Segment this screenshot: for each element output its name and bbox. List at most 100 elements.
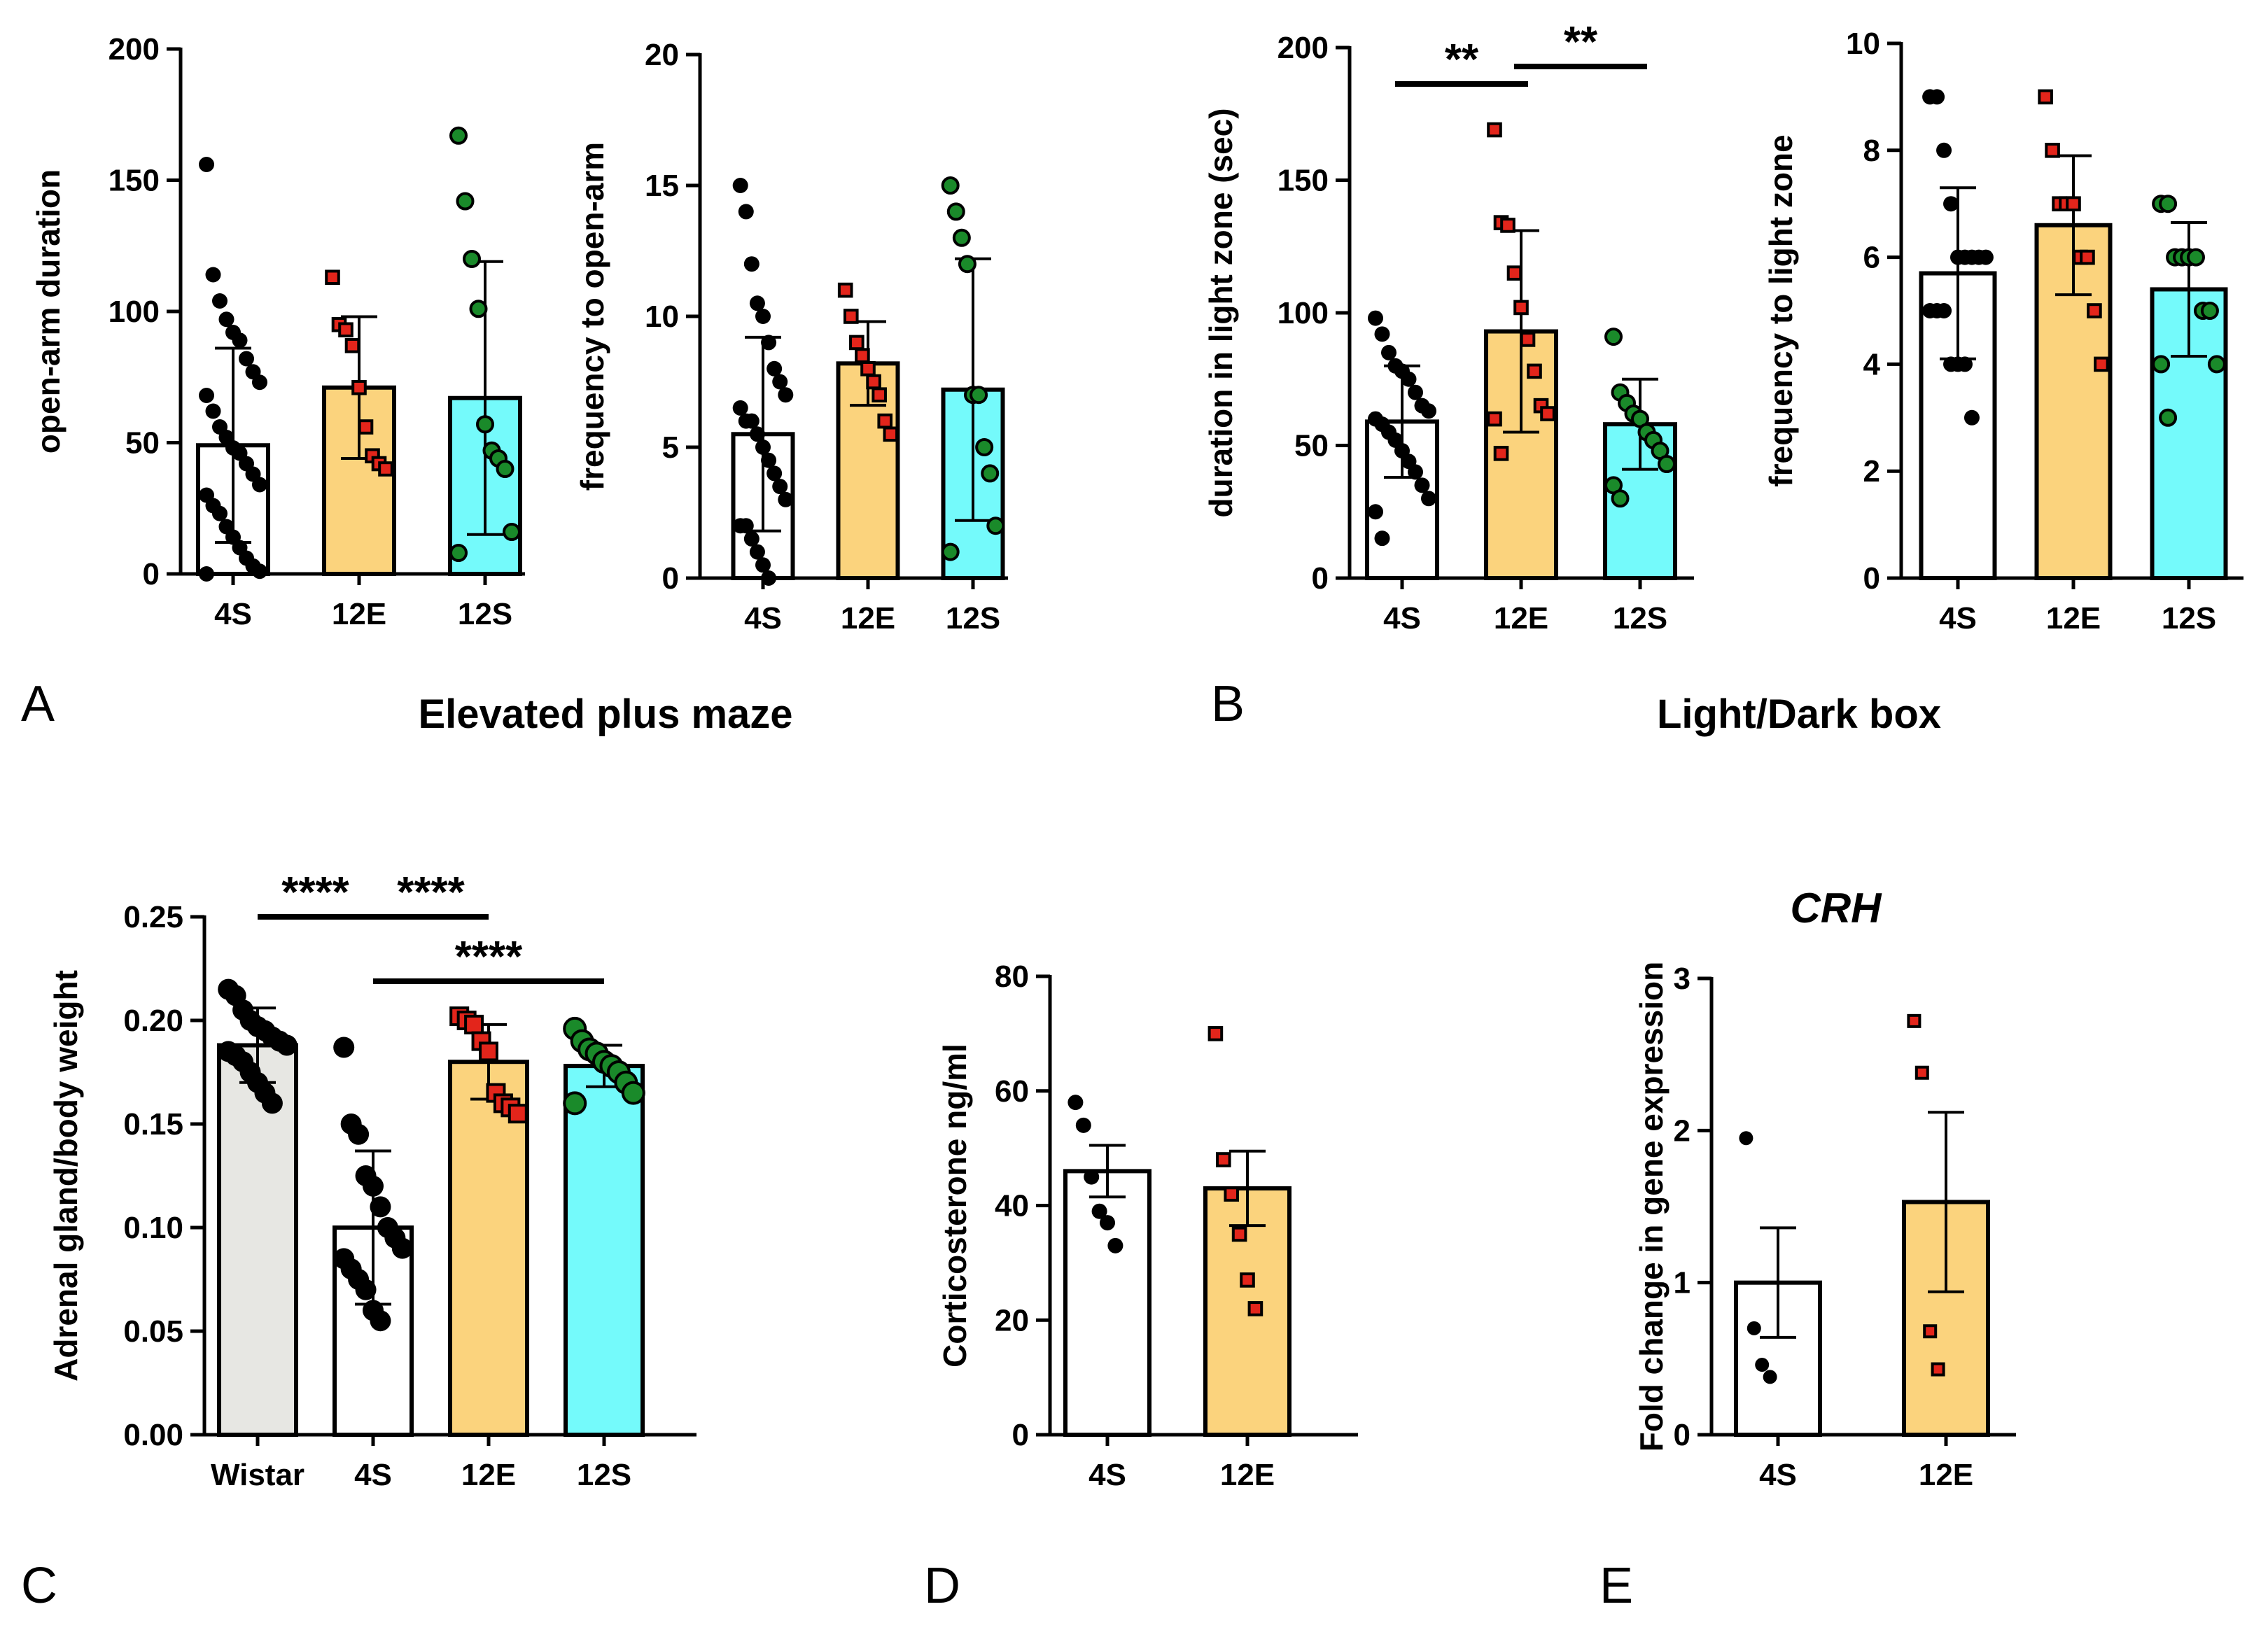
data-point [358, 419, 374, 435]
y-tick-label: 4 [1863, 347, 1881, 381]
y-axis-title: open-arm duration [30, 169, 66, 454]
y-tick-label: 0.25 [123, 900, 183, 934]
data-point [205, 403, 221, 419]
y-axis-title: frequency to open-arm [574, 142, 610, 491]
y-tick-label: 0 [1012, 1418, 1029, 1452]
x-tick-label: 4S [1939, 601, 1977, 635]
data-point [1963, 409, 1980, 426]
significance-label: **** [281, 869, 349, 917]
y-tick-label: 50 [1294, 429, 1329, 463]
data-point [252, 563, 267, 579]
data-point [2159, 195, 2178, 213]
y-tick-label: 0 [1312, 561, 1329, 596]
data-point [761, 570, 777, 586]
y-tick-label: 80 [995, 960, 1029, 994]
chart-c: 0.00 0.05 0.10 0.15 0.20 0.25 Adrenal gland/bo… [21, 869, 696, 1614]
y-axis-title: Adrenal gland/body weight [48, 970, 84, 1382]
data-point [941, 176, 960, 195]
data-point [1611, 489, 1630, 508]
data-point [946, 202, 965, 221]
data-point [860, 361, 876, 377]
y-tick-label: 6 [1863, 241, 1880, 275]
bar-wistar [217, 1043, 298, 1437]
chart-b1: 0 50 100 150 200 duration in light zone (sec)… [1203, 18, 1694, 732]
data-point [732, 178, 748, 193]
y-tick-label: 0.00 [123, 1418, 183, 1452]
data-point [1247, 1301, 1264, 1316]
y-tick-label: 0 [1863, 561, 1880, 596]
data-point [778, 387, 794, 403]
data-point [1240, 1272, 1255, 1288]
data-point [199, 566, 214, 582]
data-point [1658, 455, 1676, 474]
data-point [986, 517, 1005, 535]
chart-b2: 0 2 4 6 8 10 frequency to light zone 4S 12E 12S [1763, 27, 2244, 635]
data-point [239, 351, 254, 367]
y-axis-title: Fold change in gene expression [1633, 962, 1670, 1452]
panel-letter: D [924, 1558, 960, 1614]
y-tick-label: 3 [1674, 962, 1690, 996]
data-point [252, 374, 267, 391]
data-point [205, 267, 221, 283]
data-point [1408, 384, 1423, 400]
data-point [1084, 1169, 1100, 1185]
data-point [503, 523, 521, 541]
y-tick-label: 0 [143, 557, 160, 591]
y-tick-label: 2 [1674, 1113, 1690, 1148]
x-tick-label: 12E [2046, 601, 2101, 635]
data-point [772, 374, 788, 390]
data-point [1977, 249, 1994, 265]
data-point [2152, 355, 2171, 374]
data-point [333, 1037, 355, 1058]
x-tick-label: 4S [744, 601, 782, 635]
data-point [761, 335, 777, 351]
data-point [199, 157, 214, 172]
x-tick-label: 4S [1383, 601, 1421, 635]
data-point [370, 1310, 391, 1332]
data-point [2066, 196, 2081, 211]
data-point [772, 479, 788, 495]
data-point [1487, 411, 1502, 427]
chart-d: 0 20 40 60 80 Corticosterone ng/ml 4S 12E D [924, 960, 1358, 1614]
y-tick-label: 0 [662, 561, 679, 596]
x-tick-label: 12S [1613, 601, 1667, 635]
y-tick-label: 10 [645, 300, 679, 334]
y-tick-label: 8 [1863, 134, 1880, 168]
y-tick-label: 0 [1674, 1418, 1690, 1452]
data-point [391, 1237, 413, 1259]
data-point [761, 452, 777, 468]
data-point [1493, 446, 1509, 461]
data-point [1068, 1095, 1084, 1111]
group-title-ldb: Light/Dark box [1657, 691, 1941, 737]
data-point [1763, 1370, 1777, 1384]
y-tick-label: 60 [995, 1074, 1029, 1109]
panel-letter: A [21, 676, 55, 732]
data-point [212, 293, 227, 309]
y-tick-label: 200 [108, 32, 160, 66]
y-tick-label: 0.10 [123, 1211, 183, 1245]
data-point [1739, 1131, 1754, 1146]
data-point [449, 544, 468, 562]
data-point [338, 322, 354, 338]
data-point [469, 300, 488, 318]
data-point [1943, 196, 1959, 212]
data-point [1216, 1152, 1231, 1167]
x-tick-label: 12S [2162, 601, 2216, 635]
chart-a2: 0 5 10 15 20 frequency to open-arm 4S 12E 12S [574, 38, 1008, 635]
x-tick-label: 12E [461, 1458, 516, 1492]
y-tick-label: 50 [125, 426, 160, 461]
y-axis-title: frequency to light zone [1763, 134, 1799, 486]
x-tick-label: 12E [1494, 601, 1548, 635]
data-point [1931, 1362, 1945, 1377]
data-point [1755, 1358, 1770, 1372]
y-tick-label: 150 [108, 164, 160, 198]
data-point [1936, 142, 1952, 158]
data-point [778, 491, 794, 507]
data-point [1527, 363, 1542, 379]
data-point [621, 1081, 645, 1105]
panel-letter: C [21, 1558, 57, 1614]
group-title-epm: Elevated plus maze [418, 691, 792, 737]
data-point [252, 477, 267, 493]
data-point [1401, 371, 1417, 387]
significance-label: ** [1445, 36, 1479, 84]
